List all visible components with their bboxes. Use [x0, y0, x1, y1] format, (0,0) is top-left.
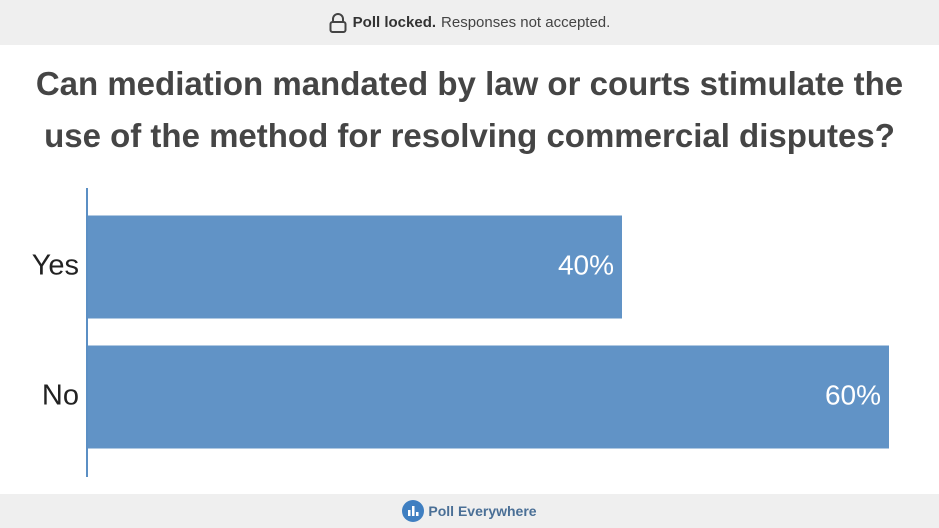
- brand-logo: [402, 500, 425, 522]
- value-label: 60%: [825, 379, 881, 410]
- value-label: 40%: [558, 249, 614, 280]
- brand-name: Poll Everywhere: [428, 503, 537, 519]
- lock-status: Poll locked.: [352, 14, 437, 31]
- bar: [88, 345, 889, 449]
- bar: [88, 215, 622, 319]
- category-label: Yes: [32, 250, 79, 282]
- lock-message: Responses not accepted.: [441, 14, 611, 31]
- category-label: No: [42, 380, 79, 412]
- chart-title: Can mediation mandated by law or courts …: [35, 65, 904, 154]
- lock-banner: Poll locked. Responses not accepted.: [0, 0, 939, 45]
- lock-icon: [329, 12, 347, 33]
- footer: Poll Everywhere: [0, 494, 939, 528]
